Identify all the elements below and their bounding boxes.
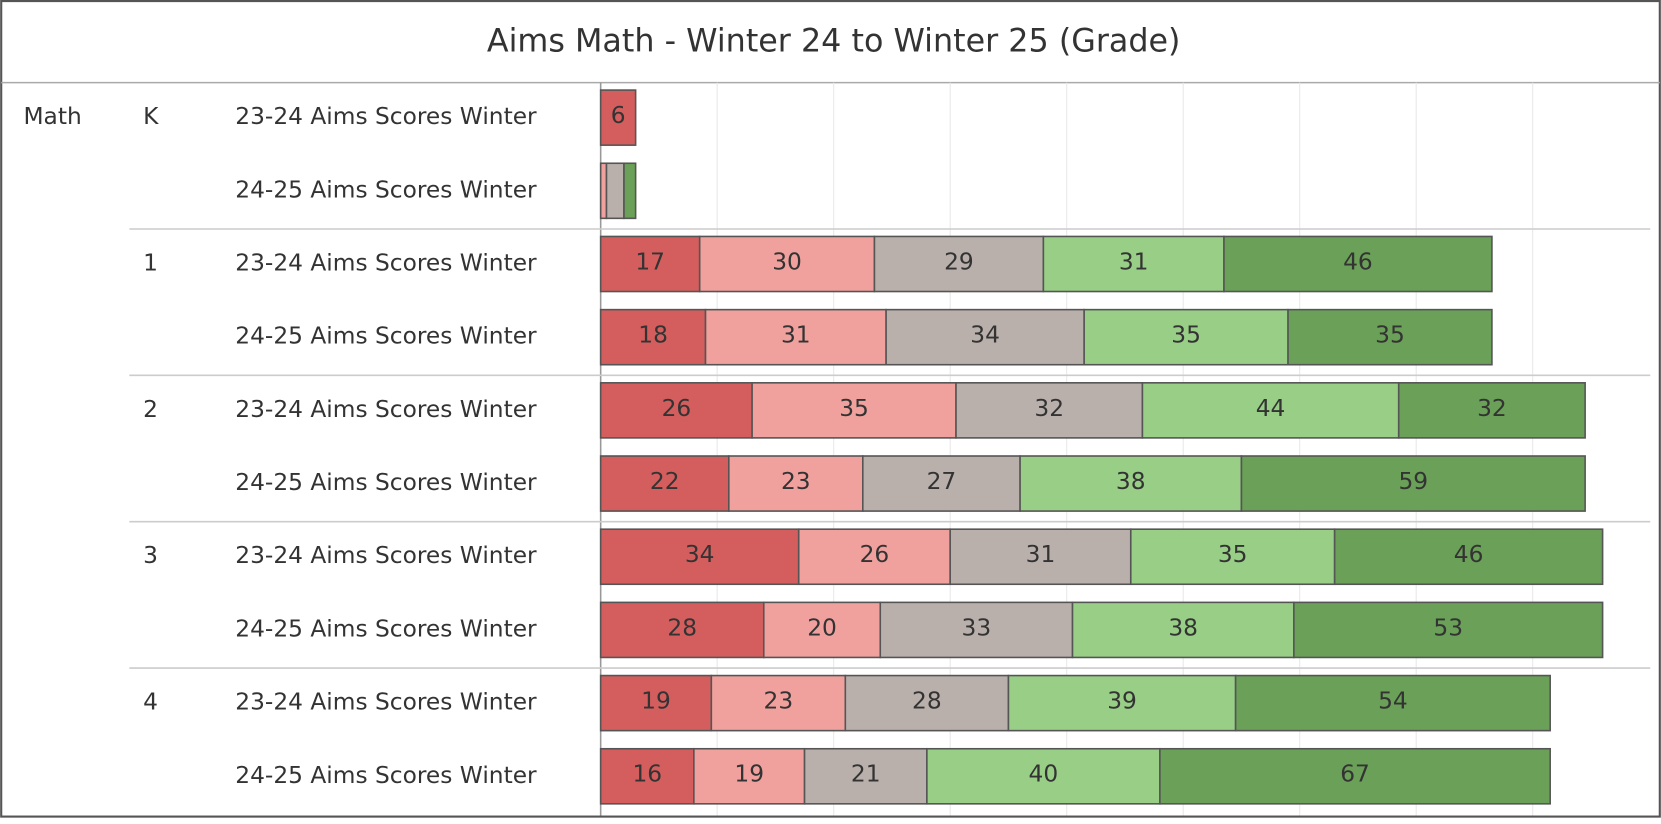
data-label: 21 (851, 761, 881, 788)
bar-segment (1397, 382, 1586, 439)
bar-segment (1287, 308, 1493, 366)
row-label: 24-25 Aims Scores Winter (235, 469, 537, 496)
data-label: 35 (1375, 322, 1405, 349)
bar-segment (762, 601, 882, 659)
data-label: 16 (632, 761, 662, 788)
bar-segment (955, 382, 1144, 439)
data-label: 23 (781, 468, 811, 495)
data-label: 34 (970, 322, 1000, 349)
data-label: 38 (1116, 468, 1146, 495)
group-label: 2 (143, 396, 158, 423)
bar-segment (1333, 528, 1604, 586)
data-label: 20 (807, 614, 837, 641)
data-label: 35 (1218, 541, 1248, 568)
data-label: 31 (781, 322, 811, 349)
bar-segment (599, 455, 730, 512)
data-label: 27 (927, 468, 957, 495)
data-label: 46 (1343, 248, 1373, 275)
bar-segment (797, 528, 951, 586)
bar-segment (879, 601, 1074, 659)
bar-segment (599, 528, 800, 586)
row-label: 24-25 Aims Scores Winter (235, 615, 537, 642)
row-label: 23-24 Aims Scores Winter (235, 689, 537, 716)
bar-segment (623, 162, 637, 220)
data-label: 19 (734, 761, 764, 788)
data-label: 67 (1340, 761, 1370, 788)
bar-segment (599, 601, 765, 659)
data-label: 32 (1477, 395, 1507, 422)
data-label: 17 (635, 248, 665, 275)
data-label: 29 (944, 248, 974, 275)
bar-segment (1293, 601, 1604, 659)
bar-segment (1240, 455, 1586, 512)
group-label: K (143, 103, 159, 130)
data-label: 26 (662, 395, 692, 422)
data-label: 30 (772, 248, 802, 275)
group-label: 3 (143, 542, 158, 569)
bar-segment (599, 674, 713, 732)
bar-segment (1019, 455, 1243, 512)
data-label: 31 (1026, 541, 1056, 568)
data-label: 32 (1034, 395, 1064, 422)
bar-segment (599, 382, 753, 439)
data-label: 35 (1171, 322, 1201, 349)
bar-segment (1141, 382, 1400, 439)
bar-segment (862, 455, 1021, 512)
row-label: 23-24 Aims Scores Winter (235, 542, 537, 569)
data-label: 22 (650, 468, 680, 495)
data-label: 44 (1256, 395, 1286, 422)
bar-segment (599, 162, 608, 220)
bar-segment (751, 382, 957, 439)
bar-segment (1071, 601, 1295, 659)
bar-segment (605, 162, 625, 220)
bar-segment (1042, 235, 1225, 293)
row-label: 24-25 Aims Scores Winter (235, 176, 537, 203)
data-label: 38 (1168, 614, 1198, 641)
data-label: 18 (638, 322, 668, 349)
bar-segment (599, 89, 637, 146)
data-label: 46 (1454, 541, 1484, 568)
data-label: 23 (764, 688, 794, 715)
data-label: 54 (1378, 688, 1408, 715)
data-label: 33 (962, 614, 992, 641)
row-label: 23-24 Aims Scores Winter (235, 396, 537, 423)
chart-title: Aims Math - Winter 24 to Winter 25 (Grad… (487, 23, 1181, 59)
bar-segment (710, 674, 847, 732)
bar-segment (949, 528, 1132, 586)
group-label: 1 (143, 249, 158, 276)
data-label: 19 (641, 688, 671, 715)
bar-segment (1234, 674, 1551, 732)
data-label: 39 (1107, 688, 1137, 715)
data-label: 28 (912, 688, 942, 715)
data-label: 34 (685, 541, 715, 568)
row-label: 23-24 Aims Scores Winter (235, 103, 537, 130)
row-label: 23-24 Aims Scores Winter (235, 249, 537, 276)
bar-segment (885, 308, 1085, 366)
bar-segment (599, 235, 701, 293)
data-label: 40 (1029, 761, 1059, 788)
bar-segment (1223, 235, 1493, 293)
row-label: 24-25 Aims Scores Winter (235, 762, 537, 789)
bar-segment (844, 674, 1010, 732)
data-label: 31 (1119, 248, 1149, 275)
row-label: 24-25 Aims Scores Winter (235, 323, 537, 350)
bar-segment (1129, 528, 1336, 586)
data-label: 59 (1398, 468, 1428, 495)
data-label: 28 (667, 614, 697, 641)
data-label: 6 (611, 102, 626, 129)
bar-segment (1159, 747, 1551, 805)
measure-label: Math (23, 103, 81, 130)
data-label: 26 (860, 541, 890, 568)
bar-segment (1083, 308, 1289, 366)
bar-segment (599, 308, 707, 366)
data-label: 35 (839, 395, 869, 422)
data-label: 53 (1433, 614, 1463, 641)
group-label: 4 (143, 689, 158, 716)
